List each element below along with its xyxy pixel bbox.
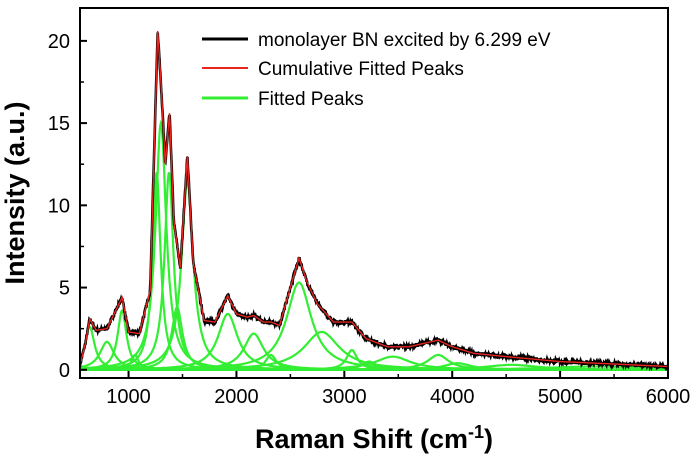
x-tick-label: 4000 [430, 386, 475, 408]
y-axis-ticks: 0 5 10 15 20 [48, 31, 87, 382]
legend-label-fitted: Fitted Peaks [258, 89, 364, 110]
legend-label-cumulative: Cumulative Fitted Peaks [258, 59, 464, 80]
x-tick-label: 1000 [106, 386, 151, 408]
fitted-peak-21 [80, 365, 668, 371]
x-axis-title: Raman Shift (cm-1) [255, 422, 493, 454]
x-axis-ticks: 1000 2000 3000 4000 5000 6000 [106, 371, 690, 408]
y-tick-label: 0 [59, 360, 70, 382]
cumulative-fit-line [80, 30, 668, 368]
legend: monolayer BN excited by 6.299 eV Cumulat… [202, 30, 551, 110]
y-tick-label: 5 [59, 278, 70, 300]
legend-label-measured: monolayer BN excited by 6.299 eV [258, 30, 551, 51]
x-tick-label: 2000 [214, 386, 259, 408]
y-axis-title: Intensity (a.u.) [0, 101, 30, 284]
fitted-peaks-series [80, 119, 668, 371]
plot-frame [79, 7, 669, 379]
x-tick-label: 5000 [538, 386, 583, 408]
x-tick-label: 6000 [646, 386, 691, 408]
y-tick-label: 15 [48, 113, 70, 135]
cumulative-fit-series [80, 30, 668, 368]
x-tick-label: 3000 [322, 386, 367, 408]
y-tick-label: 20 [48, 31, 70, 53]
y-tick-label: 10 [48, 195, 70, 217]
